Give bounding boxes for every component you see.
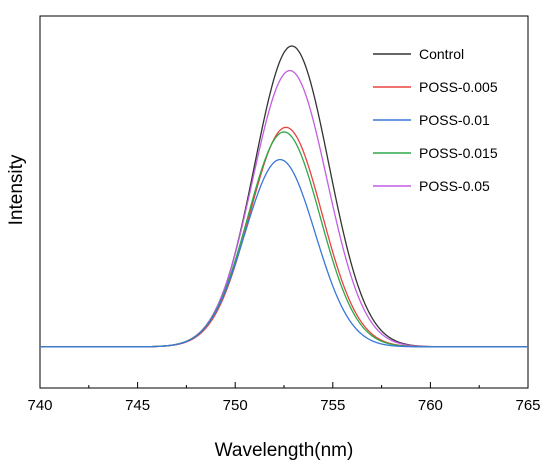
y-axis-label: Intensity: [6, 154, 27, 225]
series-lines: [40, 45, 528, 348]
legend-label: POSS-0.01: [419, 112, 490, 128]
series-line-poss-0-01: [40, 158, 528, 348]
legend-label: Control: [419, 46, 464, 62]
x-axis-label: Wavelength(nm): [215, 440, 354, 461]
x-tick-label: 755: [320, 397, 345, 414]
legend: Control POSS-0.005 POSS-0.01 POSS-0.015 POSS…: [373, 46, 498, 194]
x-tick-label: 750: [223, 397, 248, 414]
x-axis-tick-labels: 740 745 750 755 760 765: [27, 397, 540, 414]
plot-frame: [39, 15, 529, 389]
legend-label: POSS-0.05: [419, 178, 490, 194]
x-axis-ticks: [39, 382, 529, 388]
legend-label: POSS-0.005: [419, 79, 498, 95]
legend-label: POSS-0.015: [419, 145, 498, 161]
x-tick-label: 740: [27, 397, 52, 414]
x-tick-label: 745: [125, 397, 150, 414]
series-line-poss-0-015: [40, 131, 528, 348]
x-tick-label: 760: [418, 397, 443, 414]
x-tick-label: 765: [515, 397, 540, 414]
